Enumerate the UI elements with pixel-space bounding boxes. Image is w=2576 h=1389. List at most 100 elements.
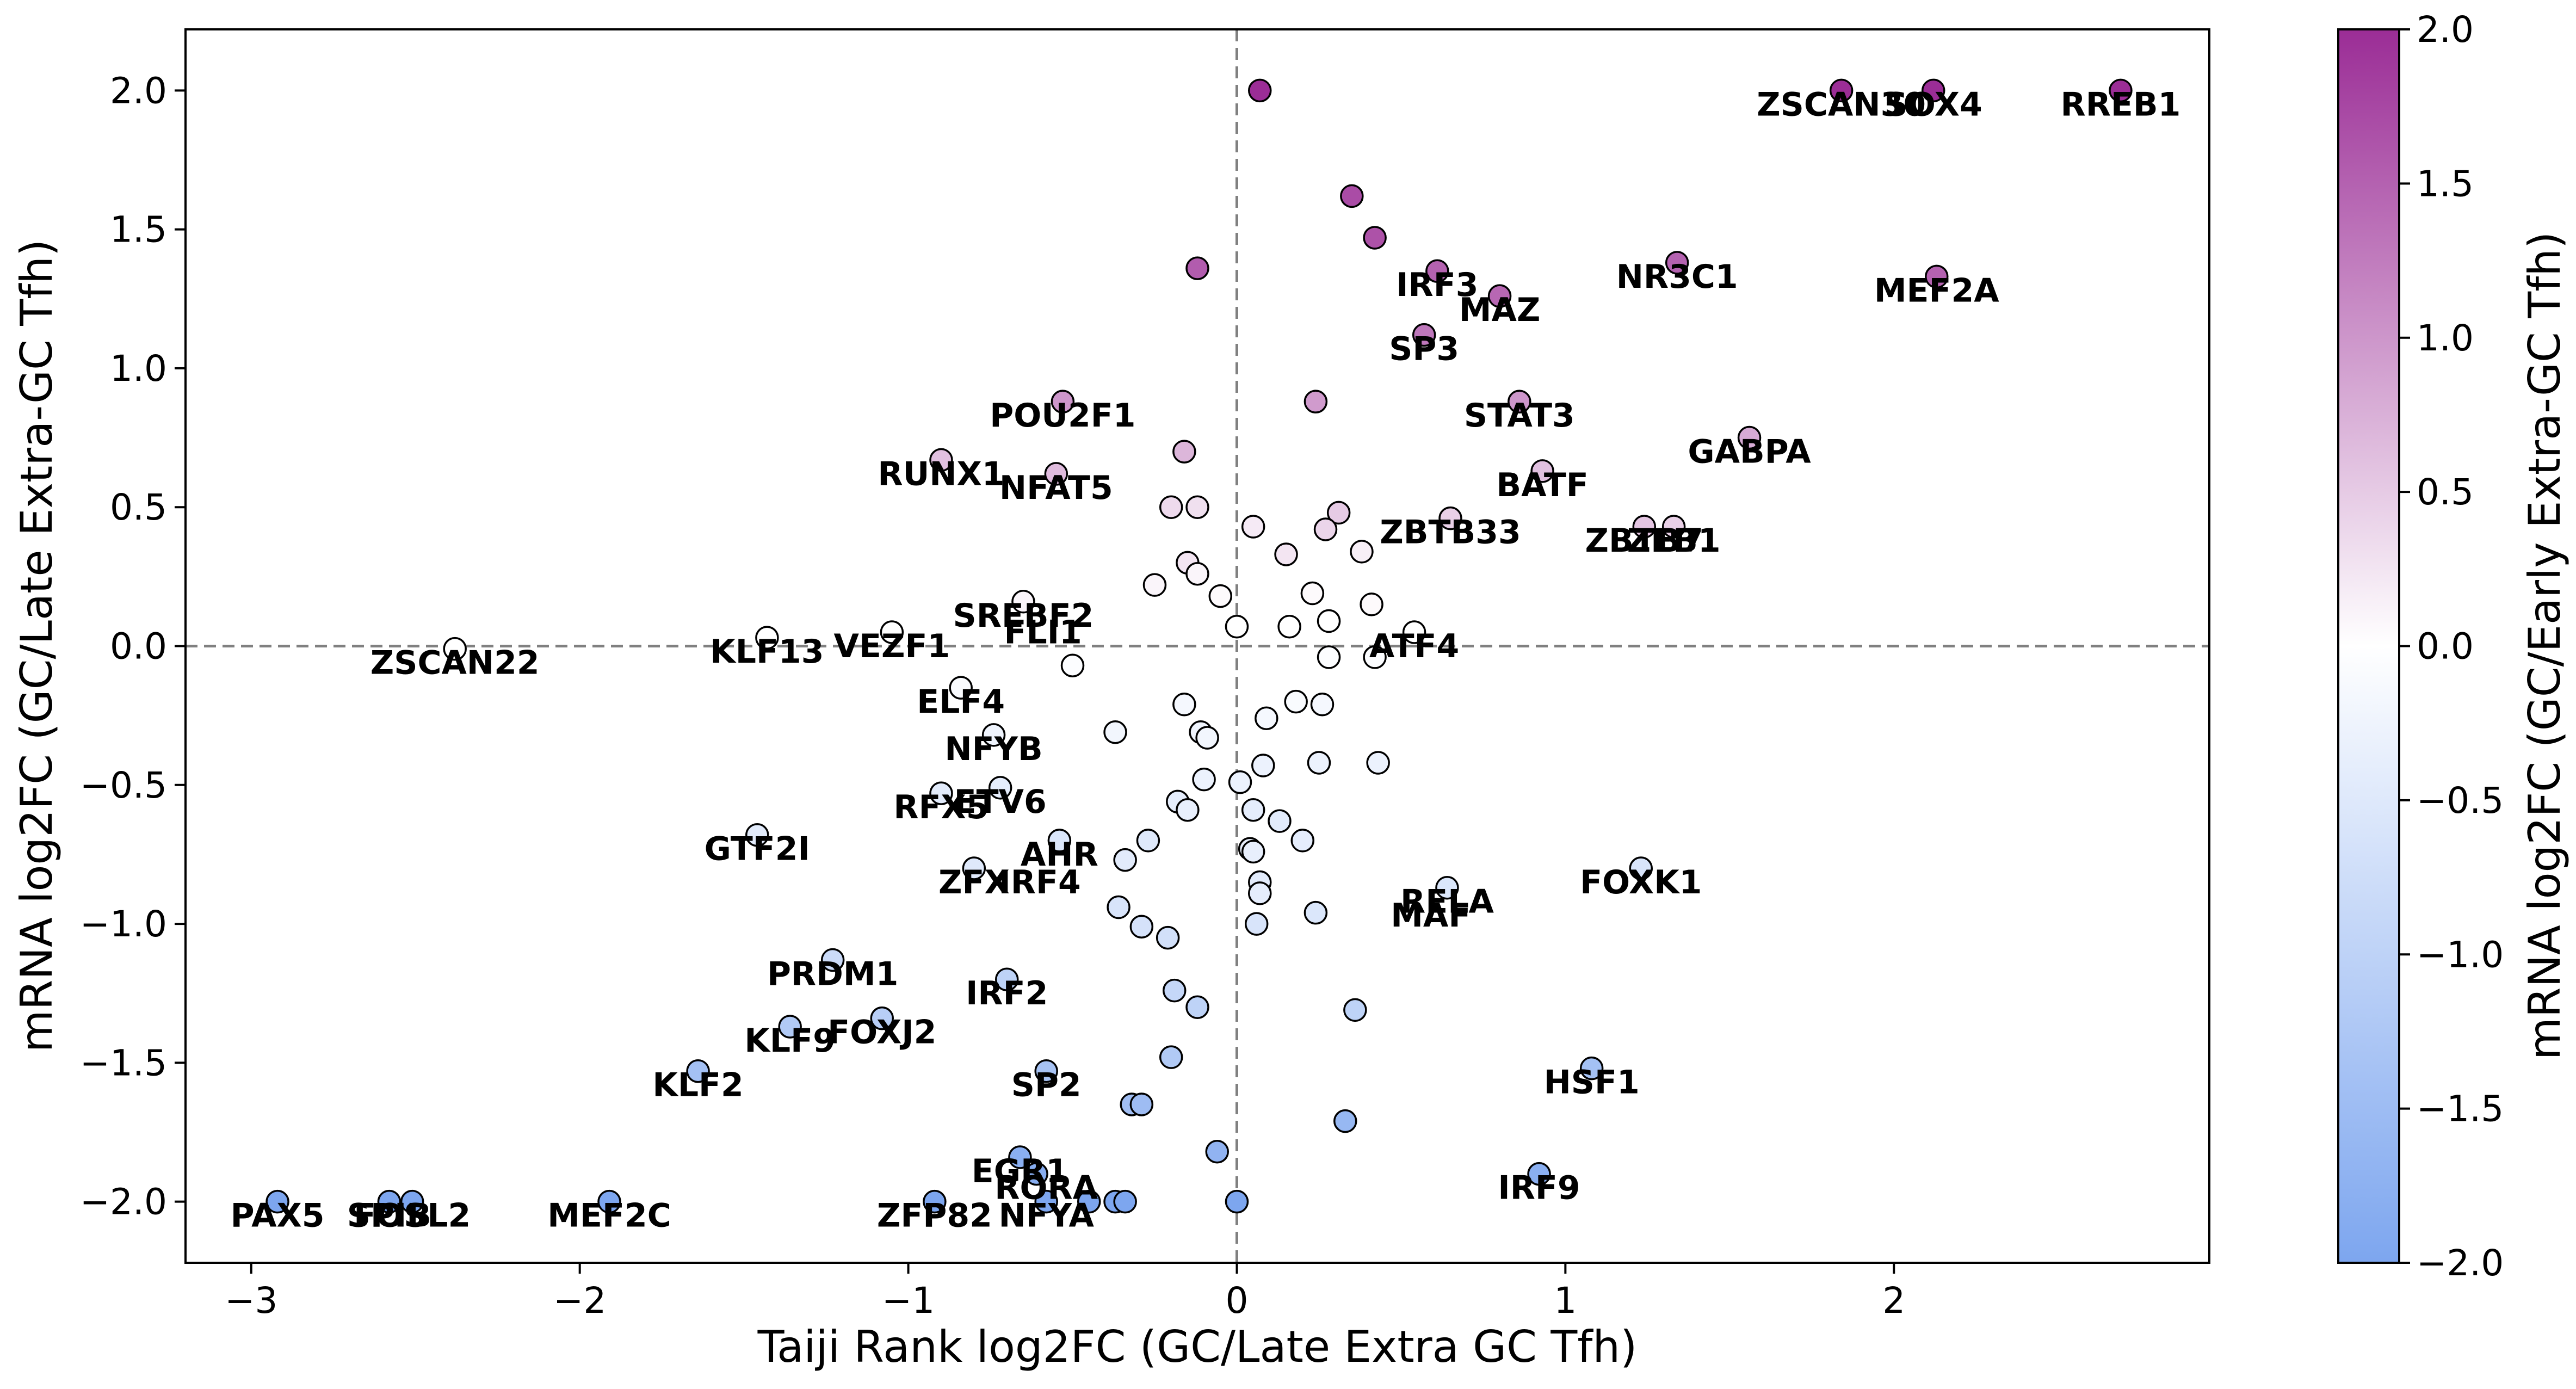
scatter-point xyxy=(962,856,986,880)
gene-label: FLI1 xyxy=(1004,613,1082,651)
gene-label: SP2 xyxy=(1011,1066,1082,1104)
y-tick-label: 0.5 xyxy=(110,486,167,528)
scatter-point xyxy=(1241,839,1265,864)
gene-label: FOXK1 xyxy=(1580,863,1702,902)
scatter-point xyxy=(1313,517,1338,541)
gene-label: ZSCAN30 xyxy=(1757,85,1926,124)
scatter-point xyxy=(820,948,845,972)
scatter-point xyxy=(1162,978,1187,1003)
scatter-point xyxy=(1044,462,1068,486)
scatter-point xyxy=(1350,540,1374,564)
x-tick-label: −1 xyxy=(882,1280,935,1322)
scatter-point xyxy=(1185,561,1209,586)
scatter-point xyxy=(1241,798,1265,822)
scatter-point xyxy=(1737,425,1762,450)
y-tick-label: 1.5 xyxy=(110,209,167,251)
colorbar-tick-label: −1.5 xyxy=(2417,1088,2504,1130)
scatter-point xyxy=(1185,495,1209,519)
gene-label: RORA xyxy=(994,1169,1098,1207)
gene-label: ETV6 xyxy=(954,783,1047,821)
scatter-point xyxy=(1034,1059,1058,1083)
gene-label: ZFP82 xyxy=(877,1197,992,1235)
scatter-point xyxy=(1172,440,1196,464)
gene-label: IRF4 xyxy=(998,863,1080,902)
x-tick-label: −3 xyxy=(225,1280,277,1322)
gene-label: NFYA xyxy=(999,1197,1095,1235)
scatter-point xyxy=(265,1189,289,1214)
colorbar-tick-label: −1.0 xyxy=(2417,934,2504,976)
scatter-point xyxy=(1241,515,1265,539)
scatter-point xyxy=(1247,78,1272,103)
gene-label: SOX4 xyxy=(1885,85,1982,124)
gene-label: ATF4 xyxy=(1369,627,1459,665)
gene-label: MEF2A xyxy=(1874,271,1999,310)
scatter-point xyxy=(1192,767,1216,792)
scatter-point xyxy=(1051,390,1075,413)
scatter-point xyxy=(1156,925,1180,950)
scatter-point xyxy=(1402,620,1426,644)
gene-label: FOSL2 xyxy=(354,1197,471,1235)
scatter-point xyxy=(981,723,1006,747)
scatter-point xyxy=(1487,284,1512,308)
scatter-point xyxy=(1129,915,1154,939)
gene-label: ZEB1 xyxy=(1627,522,1721,560)
colorbar-ticks: 2.0 1.5 1.0 0.5 0.0 −0.5 −1.0 −1.5 −2.0 xyxy=(2399,9,2504,1284)
gene-label: IRF9 xyxy=(1498,1169,1580,1207)
y-tick-label: −1.5 xyxy=(80,1042,167,1084)
y-tick-label: 2.0 xyxy=(110,70,167,112)
scatter-point xyxy=(1024,1162,1048,1186)
scatter-point xyxy=(1247,881,1272,905)
gene-label: NFAT5 xyxy=(999,469,1113,507)
scatter-point xyxy=(1284,689,1308,714)
scatter-point xyxy=(1047,829,1072,853)
x-tick-label: 0 xyxy=(1225,1280,1248,1322)
y-tick-label: −0.5 xyxy=(80,764,167,806)
gene-label: ZFX xyxy=(938,863,1010,902)
scatter-point xyxy=(745,823,769,847)
scatter-point xyxy=(1326,501,1351,525)
gene-label: MAZ xyxy=(1459,291,1541,329)
gene-label: RFX5 xyxy=(893,788,989,826)
scatter-point xyxy=(1665,251,1689,275)
scatter-point xyxy=(1185,995,1209,1020)
scatter-point xyxy=(1317,645,1341,669)
scatter-point xyxy=(1632,515,1657,539)
gene-label: EGR1 xyxy=(972,1152,1068,1190)
scatter-point xyxy=(1205,1140,1229,1164)
gene-label: GABPA xyxy=(1688,433,1811,471)
scatter-point xyxy=(1340,184,1364,208)
gene-label: STAT3 xyxy=(1464,397,1575,435)
scatter-point xyxy=(1225,615,1249,639)
scatter-point xyxy=(1343,998,1367,1022)
gene-label: ZBTB33 xyxy=(1380,514,1521,552)
scatter-point xyxy=(1103,720,1127,744)
scatter-point xyxy=(1425,259,1449,283)
scatter-point xyxy=(686,1059,710,1083)
scatter-point xyxy=(1060,653,1085,677)
gene-label: KLF2 xyxy=(652,1066,743,1104)
gene-label: NFYB xyxy=(944,730,1042,768)
colorbar-tick-label: 0.0 xyxy=(2417,626,2474,668)
scatter-point xyxy=(778,1015,802,1039)
scatter-point xyxy=(443,637,467,661)
scatter-point xyxy=(1363,226,1387,250)
y-tick-label: −2.0 xyxy=(80,1181,167,1223)
scatter-point xyxy=(1195,726,1219,750)
scatter-point xyxy=(1172,692,1196,717)
scatter-point xyxy=(1310,692,1335,717)
scatter-point xyxy=(1208,584,1233,608)
y-tick-label: 0.0 xyxy=(110,626,167,668)
colorbar-tick-label: 1.5 xyxy=(2417,163,2474,205)
scatter-point xyxy=(1225,1189,1249,1214)
scatter-point xyxy=(929,448,953,472)
gene-label: IRF2 xyxy=(966,974,1048,1013)
gene-label: GTF2I xyxy=(705,830,810,868)
scatter-point xyxy=(880,620,904,644)
scatter-point xyxy=(1307,751,1331,775)
scatter-point xyxy=(1113,1189,1137,1214)
scatter-point xyxy=(1579,1056,1604,1081)
scatter-point xyxy=(1661,515,1686,539)
scatter-point xyxy=(1011,590,1035,614)
scatter-point xyxy=(1508,390,1531,413)
